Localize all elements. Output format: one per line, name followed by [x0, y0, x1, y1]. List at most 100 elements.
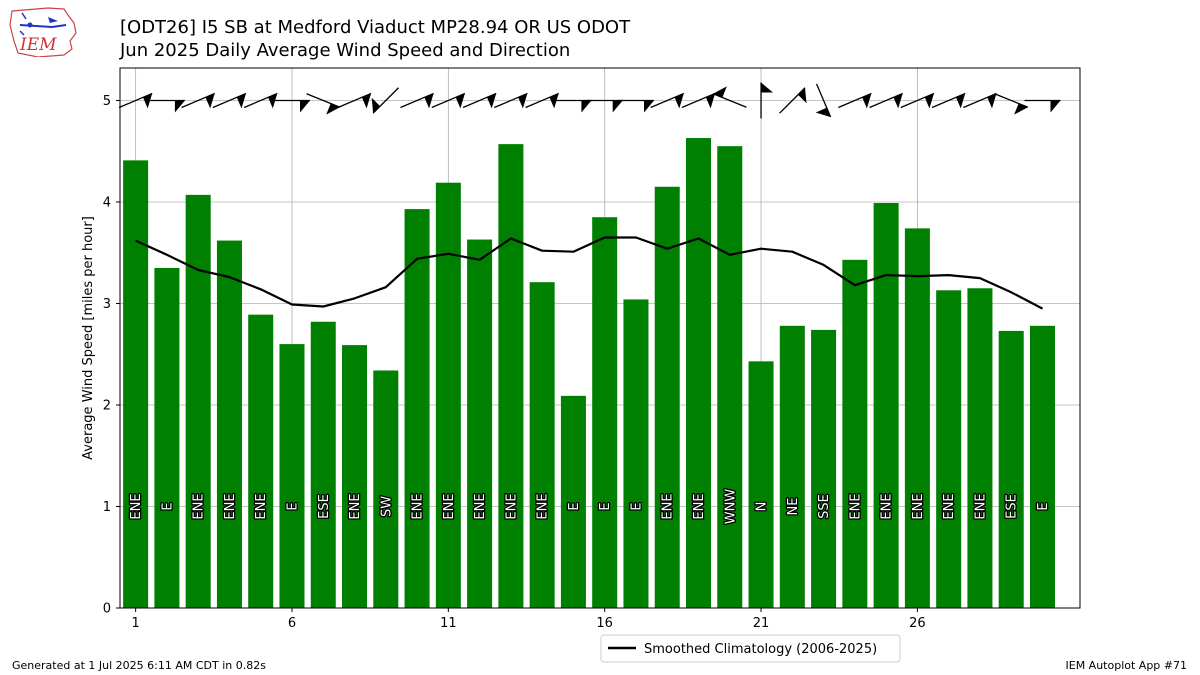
wind-barb-staff: [963, 92, 997, 109]
direction-label: ENE: [192, 493, 207, 519]
bar: [185, 194, 211, 608]
wind-barb-flag: [143, 93, 153, 109]
wind-barb-staff: [994, 93, 1029, 108]
bar: [779, 325, 805, 608]
wind-barb-staff: [372, 87, 399, 114]
direction-label: E: [629, 502, 644, 510]
direction-label: ENE: [880, 493, 895, 519]
bar: [936, 290, 962, 608]
direction-label: ENE: [473, 493, 488, 519]
wind-barb: [337, 92, 372, 109]
direction-label: ESE: [317, 494, 332, 519]
x-axis-ticks: 1 6 11 16 21 26: [131, 608, 926, 631]
wind-barb: [462, 92, 497, 109]
generated-note: Generated at 1 Jul 2025 6:11 AM CDT in 0…: [12, 659, 266, 672]
wind-barb-staff: [337, 92, 372, 109]
wind-barb-flag: [326, 103, 340, 115]
wind-barb-staff: [212, 92, 247, 109]
bar: [685, 138, 712, 608]
wind-barb-flag: [893, 93, 903, 109]
wind-barb-staff: [462, 92, 497, 109]
wind-barb-flag: [674, 93, 684, 109]
bar: [529, 282, 555, 608]
direction-label: ESE: [1005, 494, 1020, 519]
wind-barb-flag: [956, 93, 966, 109]
y-tick-label: 2: [103, 398, 111, 413]
plot-frame: [119, 67, 1081, 609]
y-tick-label: 0: [103, 602, 111, 617]
wind-barb: [181, 92, 215, 109]
chart-subtitle: Jun 2025 Daily Average Wind Speed and Di…: [120, 40, 571, 61]
bar: [811, 329, 837, 608]
wind-barb: [586, 99, 623, 113]
iem-logo: IEM: [9, 7, 77, 57]
wind-barb-flag: [705, 93, 716, 109]
wind-barb-flag: [455, 93, 465, 109]
chart-title: [ODT26] I5 SB at Medford Viaduct MP28.94…: [120, 17, 631, 38]
wind-barb-staff: [525, 92, 559, 109]
wind-barb: [650, 92, 685, 109]
direction-label: ENE: [504, 493, 519, 519]
x-tick-label: 26: [909, 616, 926, 631]
wind-barb-flag: [205, 93, 215, 109]
wind-barb: [815, 83, 832, 118]
bar: [592, 217, 618, 609]
direction-label: E: [285, 502, 300, 510]
bar: [123, 160, 149, 609]
wind-barb: [273, 99, 310, 113]
y-tick-label: 3: [103, 297, 111, 312]
wind-barb-flag: [487, 93, 497, 109]
direction-label: WNW: [723, 489, 738, 525]
wind-barb: [525, 92, 559, 109]
bar: [248, 314, 274, 608]
direction-label: ENE: [254, 493, 269, 519]
wind-barb: [555, 99, 592, 113]
bar: [404, 209, 430, 609]
wind-barb-flag: [612, 100, 623, 113]
wind-barb: [900, 92, 935, 109]
wind-barb: [494, 92, 528, 109]
legend-entry-climatology: Smoothed Climatology (2006-2025): [644, 642, 877, 657]
wind-barb-flag: [798, 87, 807, 104]
direction-label: E: [160, 502, 175, 510]
wind-barb-staff: [900, 92, 935, 109]
wind-barb: [712, 86, 747, 108]
direction-label: ENE: [848, 493, 863, 519]
bar: [342, 345, 368, 608]
bar: [435, 182, 461, 608]
wind-barb-flag: [300, 100, 310, 113]
direction-label: N: [755, 502, 770, 512]
direction-label: ENE: [348, 493, 363, 519]
wind-barb: [681, 92, 716, 109]
wind-barb: [617, 99, 654, 113]
wind-barb-staff: [779, 87, 806, 114]
bar: [560, 395, 586, 608]
wind-barb-flag: [815, 107, 831, 118]
bar: [279, 344, 305, 608]
wind-barb: [212, 92, 247, 109]
x-tick-label: 21: [753, 616, 770, 631]
direction-label: E: [567, 502, 582, 510]
bar: [654, 186, 680, 608]
wind-barb-flag: [371, 97, 381, 114]
wind-barb: [931, 92, 966, 109]
direction-label: ENE: [911, 493, 926, 519]
legend-box: [600, 634, 901, 663]
y-tick-label: 5: [103, 94, 111, 109]
wind-barb-flag: [424, 93, 434, 109]
wind-barbs: [118, 82, 1061, 119]
wind-barb-flag: [174, 100, 185, 113]
wind-barb: [431, 92, 466, 109]
direction-label: ENE: [223, 493, 238, 519]
wind-barb: [1024, 99, 1061, 113]
direction-label: ENE: [692, 493, 707, 519]
wind-barb-flag: [1014, 103, 1028, 115]
wind-barb-staff: [650, 92, 685, 109]
wind-barb: [838, 92, 872, 109]
wind-barb-staff: [118, 92, 153, 109]
wind-barb-staff: [243, 92, 278, 109]
wind-barb: [243, 92, 278, 109]
wind-barb-flag: [924, 93, 934, 109]
x-tick-label: 1: [131, 616, 139, 631]
